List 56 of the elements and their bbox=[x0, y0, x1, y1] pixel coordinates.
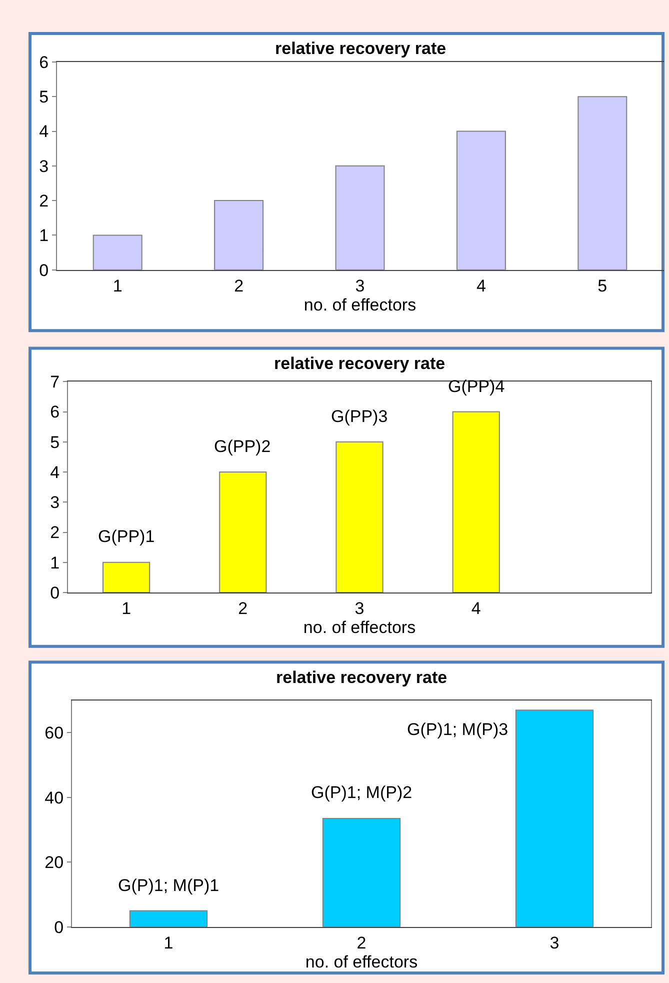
annotation: G(PP)1 bbox=[98, 527, 155, 546]
annotation: G(PP)4 bbox=[448, 377, 505, 396]
y-tick-label: 5 bbox=[50, 432, 60, 452]
bar bbox=[102, 562, 150, 592]
y-tick-label: 1 bbox=[39, 226, 49, 246]
bar bbox=[452, 411, 500, 592]
annotation: G(P)1; M(P)3 bbox=[407, 720, 508, 739]
x-axis-title: no. of effectors bbox=[305, 952, 418, 972]
x-tick-label: 3 bbox=[354, 598, 364, 618]
y-tick-label: 3 bbox=[50, 493, 60, 512]
y-tick-label: 0 bbox=[54, 918, 64, 937]
y-tick-label: 4 bbox=[50, 462, 60, 482]
bar bbox=[336, 441, 384, 592]
y-tick-label: 1 bbox=[50, 553, 60, 572]
bar bbox=[578, 96, 628, 270]
chart-title: relative recovery rate bbox=[275, 39, 446, 58]
y-tick-label: 3 bbox=[39, 156, 49, 176]
x-tick-label: 2 bbox=[356, 933, 366, 952]
y-tick-label: 40 bbox=[44, 788, 64, 808]
bar bbox=[214, 200, 264, 270]
x-tick-label: 5 bbox=[598, 276, 608, 296]
x-tick-label: 1 bbox=[122, 598, 132, 618]
annotation: G(P)1; M(P)1 bbox=[118, 876, 220, 895]
annotation: G(PP)3 bbox=[331, 407, 388, 426]
y-tick-label: 0 bbox=[39, 260, 49, 280]
y-tick-label: 20 bbox=[44, 853, 64, 872]
bar bbox=[456, 130, 506, 270]
x-axis-title: no. of effectors bbox=[303, 618, 416, 637]
x-axis-title: no. of effectors bbox=[304, 295, 416, 314]
x-tick-label: 4 bbox=[476, 276, 486, 296]
y-tick-label: 5 bbox=[39, 88, 49, 107]
bar bbox=[335, 165, 385, 270]
y-tick-label: 60 bbox=[44, 724, 64, 743]
y-tick-label: 0 bbox=[50, 583, 60, 602]
chart-title: relative recovery rate bbox=[274, 354, 446, 373]
annotation: G(PP)2 bbox=[214, 437, 271, 456]
bar bbox=[322, 818, 401, 927]
y-tick-label: 2 bbox=[50, 523, 60, 542]
x-tick-label: 2 bbox=[234, 276, 244, 296]
bar bbox=[219, 472, 267, 592]
y-tick-label: 2 bbox=[39, 192, 49, 211]
x-tick-label: 4 bbox=[471, 598, 481, 618]
x-tick-label: 1 bbox=[112, 276, 122, 296]
y-tick-label: 6 bbox=[50, 402, 60, 422]
x-tick-label: 1 bbox=[164, 933, 174, 952]
y-tick-label: 4 bbox=[39, 122, 49, 142]
x-tick-label: 3 bbox=[550, 933, 560, 952]
x-tick-label: 3 bbox=[355, 276, 365, 296]
chart-title: relative recovery rate bbox=[276, 668, 448, 687]
y-tick-label: 6 bbox=[39, 52, 49, 72]
bar bbox=[129, 910, 208, 927]
y-tick-label: 7 bbox=[50, 372, 60, 392]
x-tick-label: 2 bbox=[238, 598, 248, 618]
annotation: G(P)1; M(P)2 bbox=[311, 783, 412, 802]
bar bbox=[515, 710, 594, 927]
bar bbox=[92, 234, 142, 270]
